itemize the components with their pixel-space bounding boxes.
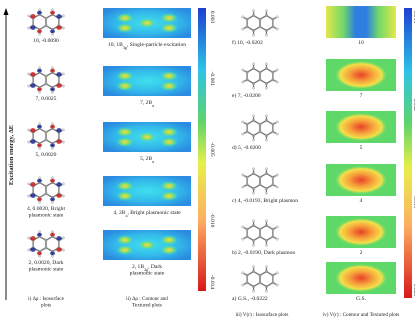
contour-spot (116, 81, 134, 91)
molecule-isosurface (28, 67, 65, 94)
panel-caption: iv) V(r) : Contour and Textured plots (323, 311, 400, 318)
contour-spot (160, 81, 178, 91)
contour-spot (160, 137, 178, 147)
arrow-head (4, 8, 9, 15)
contour-spot (160, 245, 178, 255)
contour-core (335, 166, 387, 194)
colorbar-left (198, 8, 206, 291)
contour-spot (160, 191, 178, 201)
contour-core (335, 218, 387, 246)
subscript: u (152, 159, 154, 164)
contour-spot (160, 13, 178, 23)
molecule-isosurface (242, 168, 279, 195)
colorbar-tick-label: -0.014 (209, 275, 215, 290)
label-part: 2, 1B (132, 264, 144, 270)
contour-spot (116, 137, 134, 147)
panel-caption: i) Δρ : Isosurface (28, 295, 64, 302)
contour-plot (103, 176, 191, 206)
isosurface-label: c) 4, -0.0193, Bright plasmon (232, 197, 298, 204)
contour-spot (116, 181, 134, 191)
isosurface-label: 4, 0.0020, Bright (27, 206, 66, 212)
label-part: plasmonic state (130, 271, 165, 277)
isosurface-label: f) 10, -0.0202 (232, 39, 263, 46)
contour-spot (160, 23, 178, 33)
label-part: 10, 1B (108, 42, 123, 48)
contour-spot (160, 127, 178, 137)
contour-label: 7 (360, 93, 363, 99)
contour-label: 10 (358, 40, 364, 46)
colorbar-tick-label: -0.001 (209, 72, 215, 87)
contour-spot (116, 23, 134, 33)
contour-spot (138, 240, 156, 250)
contour-plot (326, 6, 396, 38)
contour-label: 10, 1B3g, Single-particle excitation (108, 42, 186, 50)
isosurface-label: 5, 0.0020 (36, 152, 57, 158)
contour-label: 4 (360, 198, 363, 204)
molecule-isosurface (242, 115, 279, 142)
isosurface-label: plasmonic state (29, 267, 64, 273)
molecule-isosurface (28, 9, 65, 36)
panel-caption: plots (41, 303, 51, 309)
molecule-isosurface (242, 220, 279, 247)
contour-core (335, 113, 387, 141)
label-part: 7, 2B (140, 100, 152, 106)
label-part: , Bright plasmonic state (127, 210, 181, 216)
contour-spot (116, 71, 134, 81)
isosurface-label: 10, -0.0090 (33, 38, 59, 44)
contour-label: plasmonic state (130, 271, 165, 277)
isosurface-label: 7, 0.0025 (36, 96, 57, 102)
colorbar-right (404, 8, 412, 298)
contour-core (335, 264, 387, 292)
molecule-isosurface (28, 177, 65, 204)
label-part: , Single-particle excitation (127, 42, 186, 48)
panel-caption: iii) V(r) : Isosurface plots (236, 311, 289, 318)
panel-caption: Textured plots (132, 303, 162, 309)
label-part: 5, 2B (140, 156, 152, 162)
contour-spot (160, 235, 178, 245)
molecule-isosurface (28, 231, 65, 258)
molecule-isosurface (242, 266, 279, 293)
molecule-isosurface (242, 10, 279, 37)
panel-caption: ii) Δρ : Contour and (126, 295, 168, 302)
contour-label: G.S. (356, 296, 367, 302)
colorbar-tick-label: 0.003 (209, 11, 215, 24)
contour-label: 5, 2Bu (140, 156, 154, 164)
molecule-isosurface (242, 63, 279, 90)
isosurface-label: plasmonic state (29, 213, 64, 219)
isosurface-label: d) 5, -0.0200 (232, 144, 261, 151)
label-part: , Dark (148, 264, 162, 270)
contour-core (335, 61, 387, 89)
contour-plot (103, 66, 191, 96)
figure: Excitation energy, ΔE 10, -0.0090 7, 0.00… (0, 0, 415, 322)
isosurface-label: a) G.S., -0.0222 (232, 295, 268, 302)
contour-spot (138, 18, 156, 28)
contour-spot (116, 235, 134, 245)
contour-spot (160, 71, 178, 81)
contour-spot (116, 13, 134, 23)
isosurface-label: e) 7, -0.0200 (232, 92, 261, 99)
contour-label: 5 (360, 145, 363, 151)
isosurface-label: 2, 0.0020, Dark (29, 260, 64, 266)
colorbar-tick-label: -0.005 (209, 142, 215, 157)
molecule-isosurface (28, 123, 65, 150)
contour-label: 2 (360, 250, 363, 256)
contour-spot (160, 181, 178, 191)
label-part: 4, 2B (113, 210, 125, 216)
y-axis-label: Excitation energy, ΔE (8, 125, 15, 185)
contour-spot (116, 191, 134, 201)
subscript: u (152, 103, 154, 108)
contour-label: 4, 2Bu, Bright plasmonic state (113, 210, 181, 218)
colorbar-tick-label: -0.010 (209, 213, 215, 228)
contour-spot (138, 132, 156, 142)
contour-spot (116, 245, 134, 255)
isosurface-label: b) 2, -0.0190, Dark plasmon (232, 249, 295, 256)
contour-label: 7, 2Bu (140, 100, 154, 108)
contour-spot (116, 127, 134, 137)
